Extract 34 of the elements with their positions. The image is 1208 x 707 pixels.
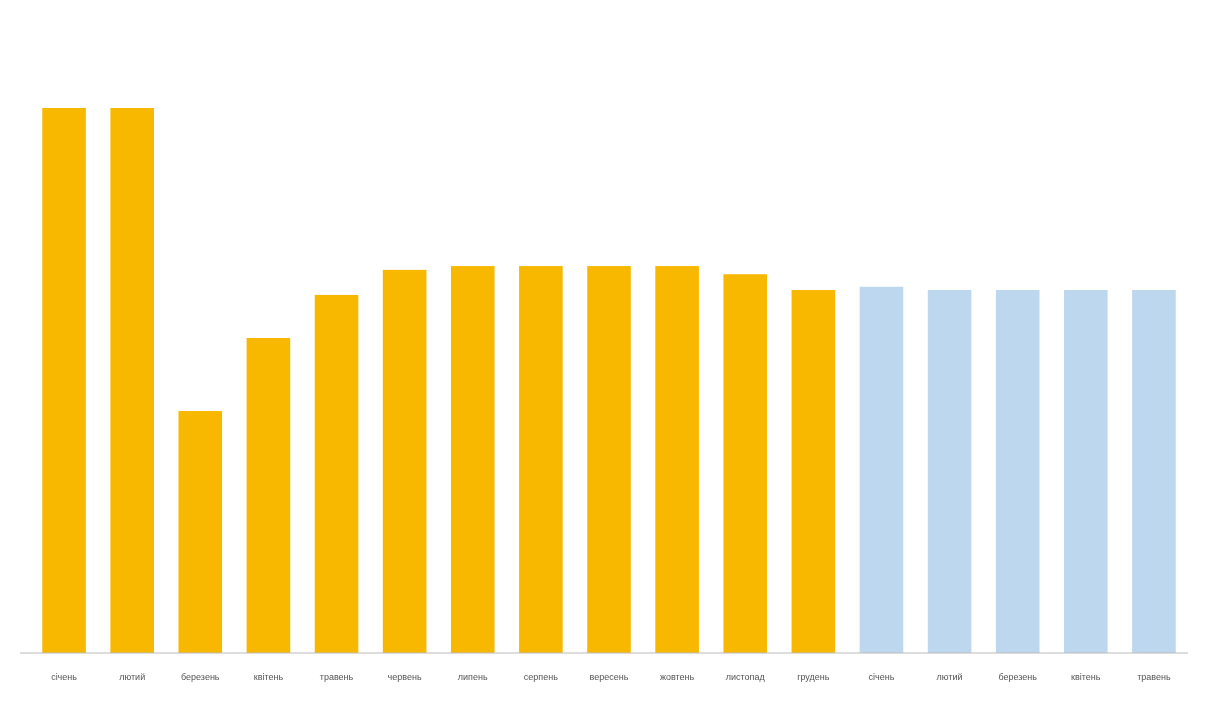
bar — [1064, 290, 1108, 653]
x-tick-label: липень — [457, 672, 488, 682]
bar — [791, 290, 836, 653]
x-tick-label: вересень — [589, 672, 629, 682]
x-tick-label: березень — [181, 672, 220, 682]
bar — [246, 337, 291, 653]
bar — [723, 274, 768, 653]
bar — [450, 266, 495, 653]
bar — [655, 266, 699, 653]
bar — [859, 286, 904, 653]
bar — [42, 108, 86, 653]
x-tick-label: квітень — [253, 672, 284, 682]
x-tick-label: квітень — [1071, 672, 1101, 682]
x-tick-label: серпень — [523, 672, 559, 682]
x-tick-label: листопад — [725, 672, 766, 682]
bar — [927, 290, 972, 653]
bar — [519, 266, 563, 653]
x-tick-label: січень — [51, 672, 78, 682]
x-tick-label: червень — [387, 672, 422, 682]
x-tick-label: жовтень — [659, 672, 695, 682]
x-tick-label: лютий — [936, 672, 963, 682]
x-tick-label: березень — [998, 672, 1038, 682]
bar — [1132, 290, 1176, 653]
bar — [382, 269, 427, 653]
bar — [995, 290, 1040, 653]
bar — [178, 411, 223, 653]
x-tick-label: травень — [1137, 672, 1171, 682]
x-tick-label: лютий — [119, 672, 146, 682]
x-tick-label: грудень — [797, 672, 830, 682]
bar — [110, 108, 154, 653]
x-tick-label: травень — [319, 672, 354, 682]
x-tick-label: січень — [868, 672, 895, 682]
bar — [587, 266, 631, 653]
bar — [314, 294, 359, 653]
